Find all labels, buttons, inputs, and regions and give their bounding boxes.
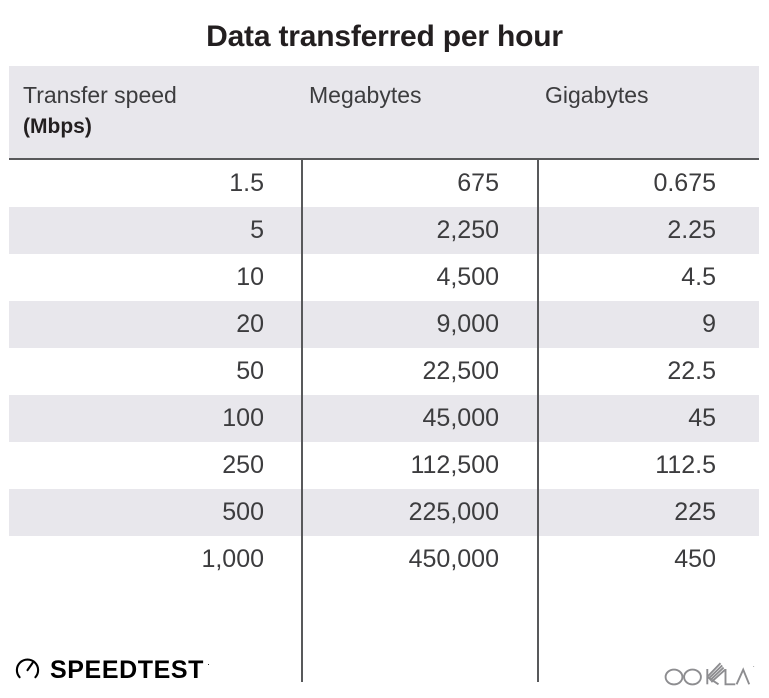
column-divider-1 (301, 160, 303, 682)
column-header-transfer-speed-unit: (Mbps) (23, 115, 92, 138)
cell-megabytes: 22,500 (422, 357, 499, 385)
cell-megabytes: 9,000 (436, 310, 499, 338)
table-row: 1.5 675 0.675 (9, 160, 759, 207)
cell-megabytes: 450,000 (408, 545, 499, 573)
cell-gigabytes: 112.5 (655, 451, 716, 479)
cell-gigabytes: 9 (702, 310, 716, 338)
speedtest-logo: SPEEDTEST · (14, 654, 210, 686)
column-header-transfer-speed: Transfer speed (Mbps) (23, 80, 293, 142)
column-header-gigabytes: Gigabytes (545, 82, 649, 108)
cell-gigabytes: 225 (674, 498, 716, 526)
page-title: Data transferred per hour (206, 20, 563, 53)
column-divider-2 (537, 160, 539, 682)
table-row: 10 4,500 4.5 (9, 254, 759, 301)
cell-megabytes: 4,500 (436, 263, 499, 291)
table-row: 5 2,250 2.25 (9, 207, 759, 254)
cell-transfer-speed: 1.5 (229, 169, 264, 197)
table-body: 1.5 675 0.675 5 2,250 2.25 10 4,500 4.5 20 9,000 9 5… (9, 160, 759, 682)
ookla-trademark-mark: · (752, 662, 755, 671)
column-header-transfer-speed-label: Transfer speed (23, 82, 177, 108)
cell-megabytes: 225,000 (408, 498, 499, 526)
cell-transfer-speed: 5 (250, 216, 264, 244)
table-row: 1,000 450,000 450 (9, 536, 759, 583)
cell-gigabytes: 0.675 (653, 169, 716, 197)
cell-transfer-speed: 250 (222, 451, 264, 479)
cell-gigabytes: 45 (688, 404, 716, 432)
footer: SPEEDTEST · (0, 648, 769, 698)
cell-transfer-speed: 100 (222, 404, 264, 432)
table-row: 20 9,000 9 (9, 301, 759, 348)
cell-transfer-speed: 20 (236, 310, 264, 338)
table-row: 500 225,000 225 (9, 489, 759, 536)
cell-megabytes: 2,250 (436, 216, 499, 244)
cell-megabytes: 112,500 (410, 451, 499, 479)
cell-megabytes: 675 (457, 169, 499, 197)
speedtest-wordmark: SPEEDTEST (50, 656, 205, 684)
cell-gigabytes: 2.25 (667, 216, 716, 244)
table-header-row: Transfer speed (Mbps) Megabytes Gigabyte… (9, 66, 759, 160)
table-row: 50 22,500 22.5 (9, 348, 759, 395)
cell-transfer-speed: 50 (236, 357, 264, 385)
ookla-logo: · (663, 658, 755, 693)
cell-transfer-speed: 10 (236, 263, 264, 291)
cell-gigabytes: 4.5 (681, 263, 716, 291)
ookla-wordmark-graphic (663, 658, 751, 693)
cell-megabytes: 45,000 (422, 404, 499, 432)
cell-transfer-speed: 1,000 (201, 545, 264, 573)
cell-transfer-speed: 500 (222, 498, 264, 526)
cell-gigabytes: 450 (674, 545, 716, 573)
data-table: Transfer speed (Mbps) Megabytes Gigabyte… (9, 66, 759, 682)
speedtest-trademark-mark: · (207, 659, 211, 669)
cell-gigabytes: 22.5 (667, 357, 716, 385)
table-row: 100 45,000 45 (9, 395, 759, 442)
table-row: 250 112,500 112.5 (9, 442, 759, 489)
speedometer-gauge-icon (14, 654, 41, 686)
column-header-megabytes: Megabytes (309, 82, 422, 108)
